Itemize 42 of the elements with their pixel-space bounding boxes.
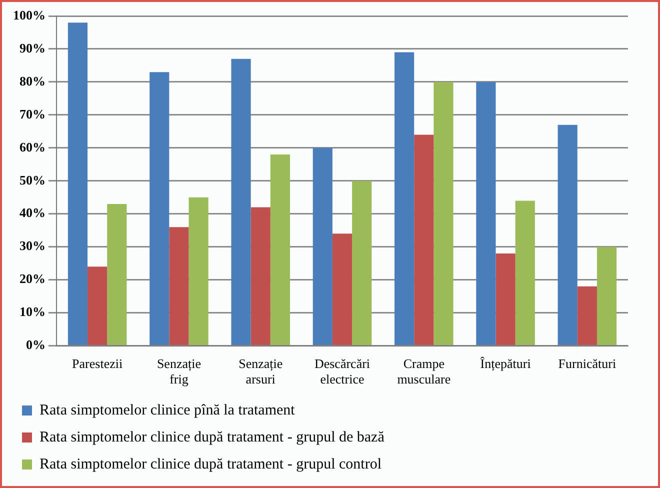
bar [515, 200, 535, 346]
bar [169, 227, 189, 346]
x-tick-label: Parestezii [72, 356, 123, 372]
y-tick-label: 60% [20, 139, 46, 154]
bar [434, 82, 454, 346]
y-tick-label: 90% [20, 40, 46, 56]
bar [596, 246, 617, 346]
bar [352, 180, 372, 346]
y-tick-label: 70% [20, 106, 46, 122]
y-tick-label: 20% [20, 271, 46, 286]
legend-label: Rata simptomelor clinice după tratament - grupul de bază [40, 429, 385, 446]
x-tick-label: Senzație arsuri [238, 356, 283, 387]
bar [68, 22, 88, 346]
bar [496, 253, 516, 346]
bar [231, 58, 251, 346]
legend-label: Rata simptomelor clinice după tratament - grupul control [40, 456, 382, 472]
x-tick-label: Descărcări electrice [314, 356, 370, 387]
bar [312, 148, 332, 346]
bar [394, 52, 414, 346]
legend-label: Rata simptomelor clinice pînă la tratament [40, 402, 296, 418]
bar [270, 154, 290, 346]
bar [476, 82, 496, 346]
bar [150, 72, 170, 346]
bar [332, 234, 352, 346]
bar [107, 204, 127, 346]
x-tick-label: Furnicături [558, 356, 616, 372]
y-tick-label: 10% [20, 304, 46, 320]
bar [188, 197, 208, 346]
y-tick-label: 30% [20, 238, 46, 254]
x-tick-label: Senzație frig [156, 356, 202, 387]
bar [558, 124, 578, 346]
bar [88, 266, 108, 346]
x-tick-label: Înțepături [480, 356, 532, 372]
y-tick-label: 100% [13, 7, 46, 22]
bar [414, 134, 434, 346]
bar [250, 207, 270, 346]
y-tick-label: 40% [20, 205, 46, 220]
x-tick-label: Crampe musculare [397, 356, 451, 387]
y-tick-label: 0% [26, 337, 46, 352]
bar [577, 286, 597, 346]
y-tick-label: 80% [20, 73, 46, 88]
y-tick-label: 50% [20, 172, 46, 188]
